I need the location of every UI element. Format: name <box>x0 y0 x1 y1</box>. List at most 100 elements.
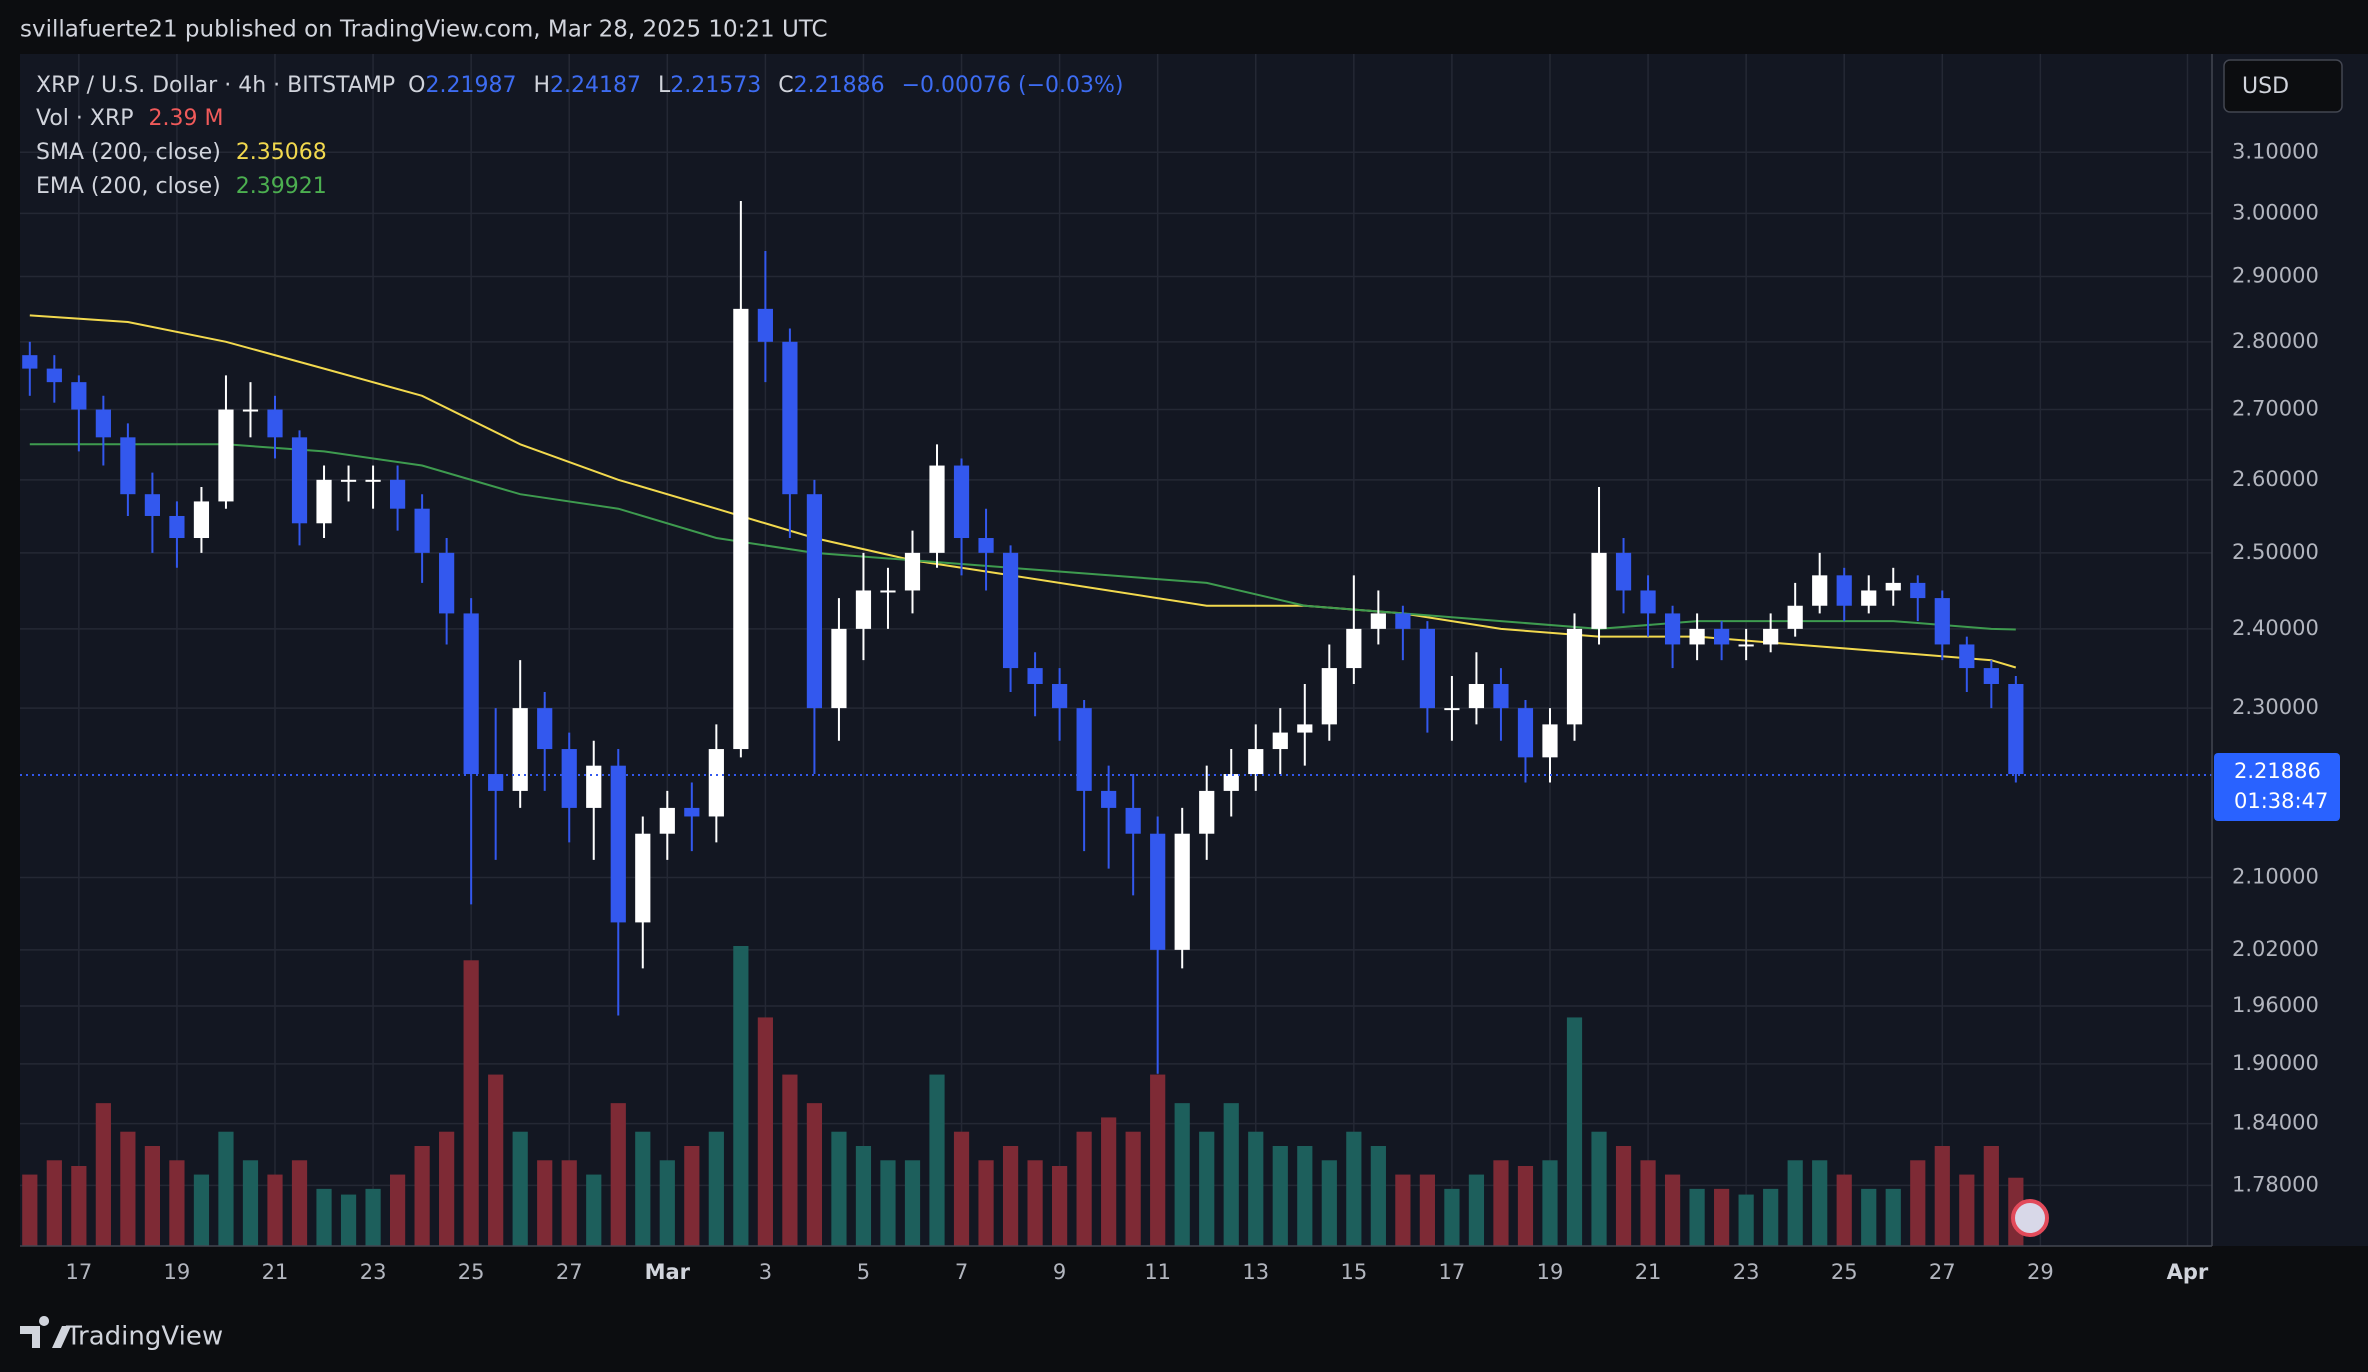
candle-body <box>586 765 602 808</box>
volume-bar <box>512 1131 528 1246</box>
price-axis-background <box>2212 54 2368 1246</box>
volume-bar <box>1076 1131 1092 1246</box>
volume-bar <box>1346 1131 1362 1246</box>
candle-body <box>218 409 234 502</box>
volume-bar <box>242 1160 259 1246</box>
candle-body <box>463 613 479 775</box>
candle-body <box>1321 668 1337 725</box>
candle-body <box>929 465 945 553</box>
y-tick-label: 2.02000 <box>2232 937 2319 961</box>
candle-body <box>1517 708 1534 758</box>
volume-bar <box>635 1131 651 1246</box>
x-tick-label: 27 <box>556 1260 583 1284</box>
y-tick-label: 2.80000 <box>2232 329 2319 353</box>
ema-label: EMA (200, close) <box>36 174 221 199</box>
candle-body <box>1150 833 1166 950</box>
volume-bar <box>1517 1166 1534 1246</box>
y-tick-label: 3.00000 <box>2232 200 2319 224</box>
candle-body <box>953 465 970 539</box>
label-layer: 3.10000 3.00000 2.90000 2.80000 2.70000 2.600… <box>20 139 2340 1284</box>
volume-bar <box>389 1174 406 1246</box>
x-tick-label: 13 <box>1242 1260 1269 1284</box>
candle-body <box>1738 644 1754 647</box>
volume-bar <box>880 1160 896 1246</box>
candle-body <box>757 308 773 342</box>
volume-bar <box>463 960 479 1246</box>
x-tick-label: 11 <box>1144 1260 1171 1284</box>
candle-body <box>978 538 994 553</box>
volume-bar <box>1959 1174 1975 1246</box>
volume-bar <box>1542 1160 1558 1246</box>
volume-bar <box>1566 1017 1583 1246</box>
candle-body <box>1542 724 1558 758</box>
candle-body <box>1248 749 1264 775</box>
volume-bar <box>169 1160 185 1246</box>
candle-body <box>1002 552 1019 669</box>
change-value: −0.00076 (−0.03%) <box>902 73 1124 98</box>
x-tick-label: 25 <box>458 1260 485 1284</box>
candle-body <box>95 409 111 438</box>
price-label-box <box>2214 753 2340 822</box>
volume-bar <box>1395 1174 1411 1246</box>
x-tick-label: Apr <box>2167 1260 2209 1284</box>
currency-box[interactable] <box>2223 59 2343 113</box>
y-tick-label: 2.60000 <box>2232 467 2319 491</box>
volume-bar <box>1689 1188 1705 1246</box>
volume-bar <box>1125 1131 1141 1246</box>
y-tick-label: 2.30000 <box>2232 695 2319 719</box>
candle-body <box>1444 708 1460 711</box>
volume-bar <box>1321 1160 1337 1246</box>
candle-body <box>610 765 626 923</box>
volume-bar <box>1297 1146 1313 1246</box>
x-tick-label: Mar <box>645 1260 691 1284</box>
volume-layer <box>22 946 2024 1246</box>
volume-bar <box>1763 1188 1779 1246</box>
x-tick-label: 3 <box>759 1260 772 1284</box>
volume-bar <box>71 1166 87 1246</box>
x-tick-label: 25 <box>1831 1260 1858 1284</box>
candle-layer <box>22 200 2024 1074</box>
currency-label[interactable]: USD <box>2242 74 2289 99</box>
brand-icon <box>20 1316 71 1348</box>
volume-bar <box>144 1146 161 1246</box>
volume-bar <box>929 1074 945 1246</box>
flag-icon <box>2011 1199 2049 1237</box>
overlay-line <box>29 443 2016 631</box>
volume-bar <box>414 1146 430 1246</box>
volume-bar <box>1248 1131 1264 1246</box>
x-tick-label: 27 <box>1929 1260 1956 1284</box>
volume-bar <box>1052 1166 1068 1246</box>
brand-name: TradingView <box>65 1322 223 1352</box>
y-tick-label: 1.96000 <box>2232 993 2319 1017</box>
candle-body <box>1419 628 1435 709</box>
candle-body <box>365 479 381 482</box>
candle-body <box>414 508 430 553</box>
candle-body <box>1297 724 1313 733</box>
candle-body <box>340 479 357 482</box>
candle-body <box>782 341 798 495</box>
volume-bar <box>1174 1103 1190 1246</box>
volume-bar <box>1002 1146 1019 1246</box>
candle-body <box>635 833 651 923</box>
volume-bar <box>733 946 749 1246</box>
volume-bar <box>1150 1074 1166 1246</box>
volume-bar <box>291 1160 308 1246</box>
volume-bar <box>978 1160 994 1246</box>
candle-body <box>708 749 724 817</box>
grid-layer <box>20 54 2212 1246</box>
volume-bar <box>708 1131 724 1246</box>
volume-bar <box>806 1103 823 1246</box>
candle-body <box>1591 552 1607 629</box>
candle-body <box>1125 807 1141 834</box>
y-tick-label: 2.90000 <box>2232 263 2319 287</box>
candle-body <box>1910 582 1926 599</box>
candle-body <box>389 479 406 509</box>
volume-bar <box>1787 1160 1803 1246</box>
open-label: O <box>408 73 425 98</box>
y-tick-label: 2.10000 <box>2232 865 2319 889</box>
candle-body <box>71 382 87 410</box>
volume-bar <box>1493 1160 1509 1246</box>
candle-body <box>267 409 283 438</box>
volume-bar <box>855 1146 872 1246</box>
